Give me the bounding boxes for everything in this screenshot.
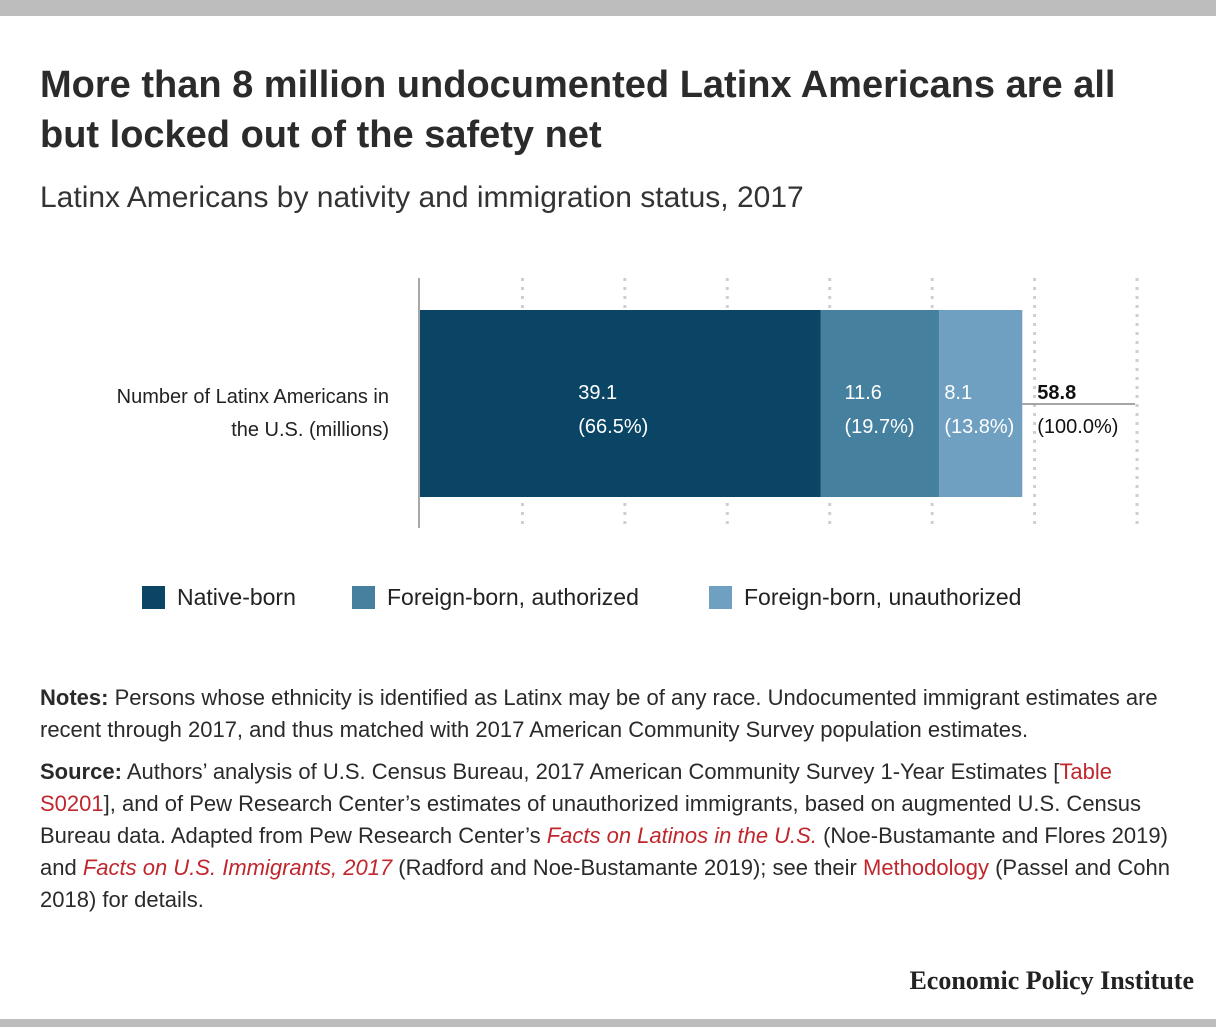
source-text-3: (Noe-Bustamante and Flores 2019) and xyxy=(40,823,1168,880)
source-text-1: Authors’ analysis of U.S. Census Bureau,… xyxy=(121,759,1060,784)
data-label: 11.6 xyxy=(844,382,881,404)
chart-subtitle: Latinx Americans by nativity and immigra… xyxy=(40,181,804,214)
bar-segment xyxy=(820,310,940,497)
stacked-bar-chart: 39.1 (66.5%) 11.6 (19.7%) 8.1 (13.8%) 58.8 (100… xyxy=(117,278,1139,528)
link-table-s0201[interactable]: Table S0201 xyxy=(40,759,1112,816)
notes-label: Notes: xyxy=(40,685,109,710)
bar-segment xyxy=(420,310,821,497)
source-text-4: (Radford and Noe-Bustamante 2019); see t… xyxy=(392,855,863,880)
total-share-label: (100.0%) xyxy=(1037,416,1118,438)
chart-title: More than 8 million undocumented Latinx … xyxy=(40,64,1116,156)
link-facts-on-immigrants[interactable]: Facts on U.S. Immigrants, 2017 xyxy=(82,855,393,880)
category-label: the U.S. (millions) xyxy=(231,419,389,441)
data-label-share: (13.8%) xyxy=(944,416,1014,438)
notes-section: Notes: Persons whose ethnicity is identi… xyxy=(40,682,1180,926)
legend-swatch-foreign-born-authorized xyxy=(352,586,375,609)
legend: Native-born Foreign-born, authorized For… xyxy=(0,584,1216,614)
notes-text: Persons whose ethnicity is identified as… xyxy=(40,685,1158,742)
total-label: 58.8 xyxy=(1037,382,1076,404)
legend-swatch-foreign-born-unauthorized xyxy=(709,586,732,609)
link-methodology[interactable]: Methodology xyxy=(863,855,989,880)
data-label: 8.1 xyxy=(944,382,972,404)
data-label-share: (66.5%) xyxy=(578,416,648,438)
bottom-border xyxy=(0,1019,1216,1027)
top-border xyxy=(0,0,1216,16)
source-text-2: ], and of Pew Research Center’s estimate… xyxy=(40,791,1142,848)
legend-item-foreign-born-unauthorized: Foreign-born, unauthorized xyxy=(709,584,1021,611)
legend-swatch-native-born xyxy=(142,586,165,609)
source-paragraph: Source: Authors’ analysis of U.S. Census… xyxy=(40,756,1180,916)
legend-item-native-born: Native-born xyxy=(142,584,296,611)
bar-segment xyxy=(939,310,1023,497)
legend-label-foreign-born-unauthorized: Foreign-born, unauthorized xyxy=(744,584,1022,610)
legend-item-foreign-born-authorized: Foreign-born, authorized xyxy=(352,584,639,611)
data-label: 39.1 xyxy=(578,382,617,404)
data-label-share: (19.7%) xyxy=(844,416,914,438)
legend-label-foreign-born-authorized: Foreign-born, authorized xyxy=(387,584,639,610)
source-label: Source: xyxy=(40,759,122,784)
link-facts-on-latinos[interactable]: Facts on Latinos in the U.S. xyxy=(546,823,817,848)
legend-label-native-born: Native-born xyxy=(177,584,296,610)
notes-paragraph: Notes: Persons whose ethnicity is identi… xyxy=(40,682,1180,746)
publisher-logo: Economic Policy Institute xyxy=(909,966,1194,995)
category-label: Number of Latinx Americans in xyxy=(117,386,389,408)
source-text-5: (Passel and Cohn 2018) for details. xyxy=(40,855,1170,912)
